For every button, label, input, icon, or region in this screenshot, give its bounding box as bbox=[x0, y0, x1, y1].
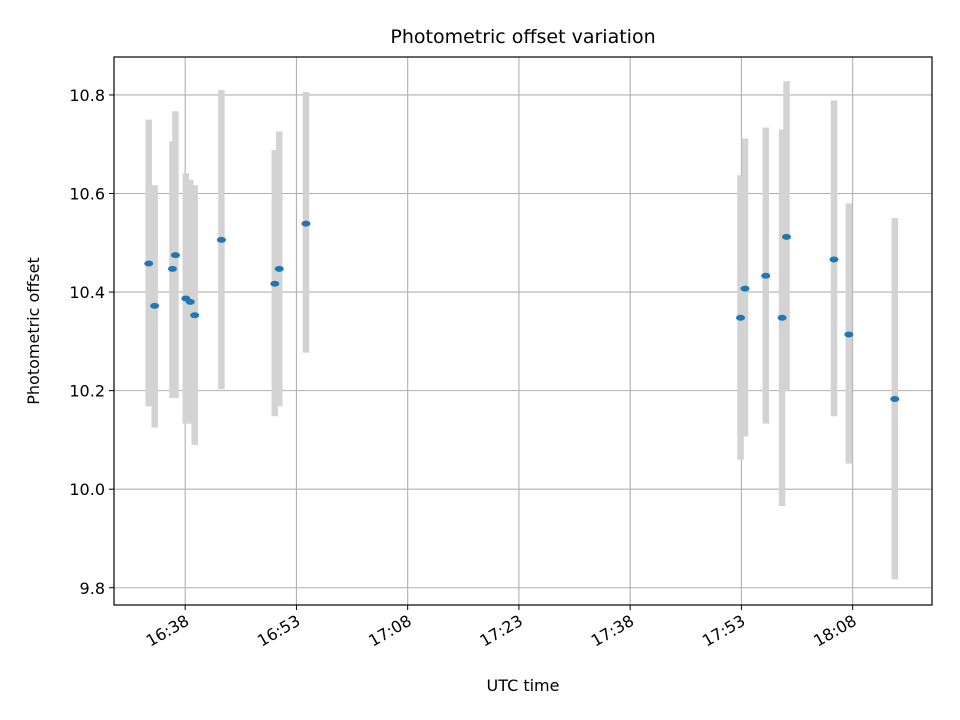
data-point bbox=[167, 265, 177, 272]
y-tick-label: 10.8 bbox=[69, 86, 105, 105]
data-point bbox=[270, 280, 280, 287]
data-point bbox=[170, 252, 180, 259]
data-point bbox=[274, 265, 284, 272]
data-point bbox=[829, 256, 839, 263]
plot-frame bbox=[113, 56, 933, 606]
data-point bbox=[777, 314, 787, 321]
data-point bbox=[740, 285, 750, 292]
data-point bbox=[150, 302, 160, 309]
data-point bbox=[736, 314, 746, 321]
data-point bbox=[782, 233, 792, 240]
grid-layer bbox=[114, 57, 932, 605]
plot-area bbox=[114, 57, 932, 605]
y-tick-label: 9.8 bbox=[80, 579, 105, 598]
data-point bbox=[190, 312, 200, 319]
x-axis-label: UTC time bbox=[487, 676, 560, 695]
point-layer bbox=[144, 220, 900, 403]
data-point bbox=[185, 298, 195, 305]
data-point bbox=[301, 220, 311, 227]
data-point bbox=[890, 396, 900, 403]
y-tick-label: 10.6 bbox=[69, 185, 105, 204]
y-tick-label: 10.0 bbox=[69, 480, 105, 499]
data-point bbox=[844, 331, 854, 338]
y-axis-label: Photometric offset bbox=[24, 257, 43, 405]
y-tick-label: 10.2 bbox=[69, 382, 105, 401]
data-point bbox=[144, 260, 154, 267]
data-point bbox=[761, 272, 771, 279]
y-tick-label: 10.4 bbox=[69, 283, 105, 302]
chart-title: Photometric offset variation bbox=[390, 26, 655, 48]
data-point bbox=[216, 236, 226, 243]
